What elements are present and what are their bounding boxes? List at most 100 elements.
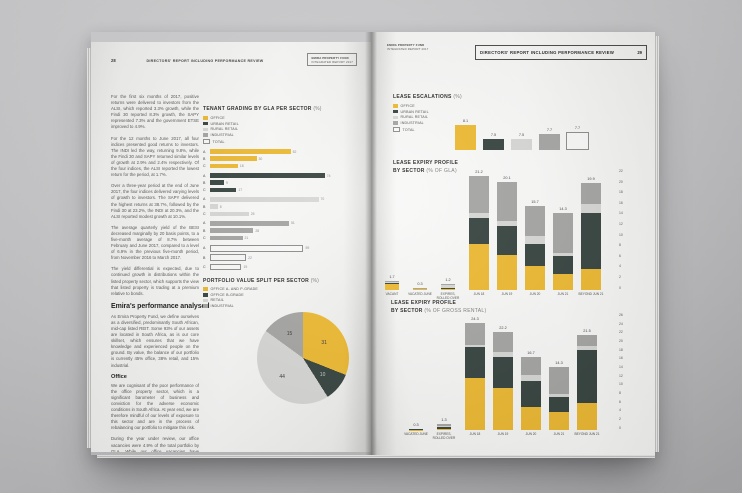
axis-tick: 8 xyxy=(619,243,621,248)
running-head-right-box: DIRECTORS' REPORT INCLUDING PERFORMANCE … xyxy=(475,45,647,60)
legend-item: INDUSTRIAL xyxy=(203,304,363,308)
stacked-column: 21.5 BEYOND JUN 21 xyxy=(575,316,600,436)
sector-group: A 74 B 9 C 17 xyxy=(203,173,363,193)
stack-segment xyxy=(553,273,573,290)
bar-value: 8.1 xyxy=(462,119,469,124)
stack-segment xyxy=(465,347,485,379)
sector-group: A 51 B 28 C 21 xyxy=(203,221,363,241)
grade-label: A xyxy=(203,173,206,178)
axis-tick: 0 xyxy=(619,285,621,290)
axis-tick: 6 xyxy=(619,253,621,258)
escalation-column: 7.5 xyxy=(511,133,532,150)
stacked-column: 14.3 JUN 21 xyxy=(553,172,573,296)
title-text: PORTFOLIO VALUE SPLIT PER SECTOR xyxy=(203,278,310,285)
brand-line: EMIRA PROPERTY FUND xyxy=(311,55,349,60)
page-stack-edge-left xyxy=(87,48,91,448)
stack-segment xyxy=(437,428,451,430)
grey-swatch xyxy=(203,304,208,308)
stack-segment xyxy=(521,380,541,408)
grade-label: A xyxy=(203,197,206,202)
page-number-left: 28 xyxy=(111,58,116,63)
body-paragraph: We are cognisant of the poor performance… xyxy=(111,382,199,431)
legend-label: RURAL RETAIL xyxy=(400,115,429,120)
grade-label: A xyxy=(203,221,206,226)
portfolio-split-legend: OFFICE A- AND P-GRADE OFFICE B-GRADE RETAI… xyxy=(203,287,363,308)
stack-segment xyxy=(493,332,513,353)
bar-total: 21.2 xyxy=(475,170,483,175)
stack-segment xyxy=(577,335,597,346)
bar-value: 7.7 xyxy=(574,126,581,131)
light-swatch xyxy=(203,127,208,132)
brand-line: EMIRA PROPERTY FUND xyxy=(387,43,425,47)
stacked-column: 1.3 EXPIRES, ROLLED OVER xyxy=(433,316,456,440)
stacked-column: 16.7 JUN 20 xyxy=(521,316,541,436)
bar-total: 19.9 xyxy=(587,177,595,182)
stack-segment xyxy=(469,176,489,214)
expiry-gla-bars: 1.7 VACANT 0.3 VACATED JUNE 1.2 EXPIRES, ROLL… xyxy=(385,170,619,300)
title-unit: (%) xyxy=(453,94,463,100)
legend-label: RETAIL xyxy=(210,298,225,303)
axis-tick: 18 xyxy=(619,347,623,352)
legend-label: INDUSTRIAL xyxy=(210,133,234,138)
bar-total: 15.7 xyxy=(531,199,539,204)
legend-item: TOTAL xyxy=(203,138,363,145)
stack-segment xyxy=(549,412,569,430)
stack-segment xyxy=(385,281,399,283)
title-unit: (%) xyxy=(313,106,322,112)
grade-label: A xyxy=(203,149,206,154)
grade-value: 25 xyxy=(250,211,255,216)
legend-label: OFFICE A- AND P-GRADE xyxy=(210,287,259,292)
grade-label: B xyxy=(203,180,206,185)
bar-total: 1.7 xyxy=(389,274,395,279)
grade-row: B 22 xyxy=(203,254,363,261)
stack xyxy=(465,323,485,430)
grade-value: 5 xyxy=(219,204,222,209)
stack-segment xyxy=(385,283,399,290)
axis-tick: 22 xyxy=(619,330,623,335)
stack-segment xyxy=(465,323,485,345)
grade-label: B xyxy=(203,156,206,161)
light-swatch xyxy=(203,298,208,303)
lease-escalations-legend: OFFICE URBAN RETAIL RURAL RETAIL INDUSTRIAL… xyxy=(393,104,429,134)
stack-segment xyxy=(521,356,541,376)
open-report-book: 28 DIRECTORS' REPORT INCLUDING PERFORMAN… xyxy=(87,32,659,458)
expiry-gla-y-axis: 22 20 18 16 14 12 10 8 6 4 2 0 xyxy=(619,169,633,290)
stack xyxy=(437,424,451,430)
axis-tick: 14 xyxy=(619,211,623,216)
expiry-gla-title: LEASE EXPIRY PROFILE BY SECTOR (% OF GLA… xyxy=(393,160,458,175)
axis-tick: 2 xyxy=(619,416,621,421)
stack-segment xyxy=(385,282,399,284)
title-unit: (% OF GROSS RENTAL) xyxy=(424,307,487,314)
stack xyxy=(525,205,545,290)
grade-value: 17 xyxy=(238,187,243,192)
axis-tick: 12 xyxy=(619,221,623,226)
stack-segment xyxy=(385,280,399,282)
escalation-bar xyxy=(483,138,504,150)
axis-tick: 16 xyxy=(619,200,623,205)
body-paragraph: As Emira Property Fund, we define oursel… xyxy=(111,313,199,368)
stack-segment xyxy=(493,388,513,430)
grade-value: 22 xyxy=(248,255,252,260)
stack-segment xyxy=(497,221,517,226)
title-text: TENANT GRADING BY GLA PER SECTOR xyxy=(203,106,312,112)
stack-segment xyxy=(413,289,427,290)
grade-row: C 21 xyxy=(203,235,363,241)
stack-segment xyxy=(521,407,541,430)
pie-slice-value: 31 xyxy=(321,339,327,346)
expiry-rental-bars: 0.3 VACATED JUNE 1.3 EXPIRES, ROLLED OVER 24… xyxy=(385,316,643,440)
title-subtitle: BY SECTOR xyxy=(391,307,423,314)
legend-item: TOTAL xyxy=(393,126,429,133)
grade-value: 19 xyxy=(243,264,248,269)
legend-label: RURAL RETAIL xyxy=(210,127,239,132)
stack-segment xyxy=(437,425,451,427)
light-swatch xyxy=(393,115,398,120)
title-unit: (% OF GLA) xyxy=(426,167,457,174)
bar-total: 20.1 xyxy=(503,176,511,181)
bar-total: 0.3 xyxy=(417,282,423,287)
axis-tick: 10 xyxy=(619,232,623,237)
stack-segment xyxy=(577,345,597,350)
grade-label: C xyxy=(203,211,206,216)
grade-value: 59 xyxy=(305,246,310,251)
axis-tick: 4 xyxy=(619,264,621,269)
